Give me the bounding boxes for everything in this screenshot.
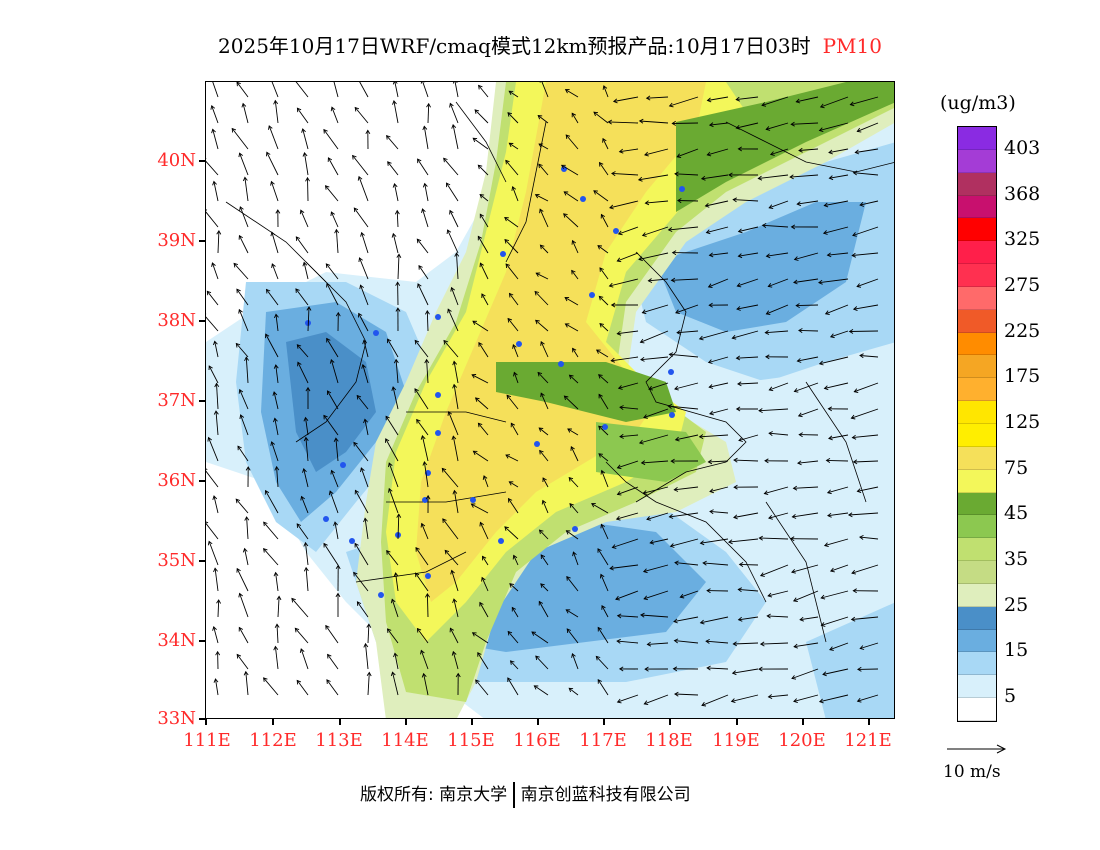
colorbar-label: 35: [1004, 548, 1029, 571]
colorbar-swatch: [958, 583, 996, 607]
colorbar-swatch: [958, 218, 996, 242]
tick-y-40: [199, 160, 205, 162]
colorbar-swatch: [958, 172, 996, 196]
wind-reference-arrow-icon: [947, 744, 1007, 754]
chart-title: 2025年10月17日WRF/cmaq模式12km预报产品:10月17日03时 P…: [0, 30, 1100, 59]
x-label-118e: 118E: [645, 730, 693, 751]
colorbar-label: 25: [1004, 593, 1029, 616]
y-label-37n: 37N: [157, 390, 196, 411]
title-pollutant: PM10: [822, 34, 882, 58]
colorbar-swatch: [958, 264, 996, 287]
tick-y-37: [199, 400, 205, 402]
colorbar-swatch: [958, 309, 996, 333]
colorbar-swatch: [958, 446, 996, 470]
colorbar-swatch: [958, 606, 996, 630]
tick-x-115: [471, 719, 473, 725]
x-label-114e: 114E: [381, 730, 429, 751]
colorbar-swatch: [958, 423, 996, 447]
colorbar-swatch: [958, 561, 996, 584]
x-label-116e: 116E: [513, 730, 561, 751]
x-label-113e: 113E: [315, 730, 363, 751]
colorbar-label: 75: [1004, 456, 1029, 479]
x-label-117e: 117E: [579, 730, 627, 751]
y-label-38n: 38N: [157, 310, 196, 331]
y-label-39n: 39N: [157, 230, 196, 251]
tick-y-36: [199, 480, 205, 482]
tick-x-113: [339, 719, 341, 725]
colorbar-swatch: [958, 652, 996, 676]
x-label-119e: 119E: [712, 730, 760, 751]
y-label-34n: 34N: [157, 630, 196, 651]
tick-x-114: [405, 719, 407, 725]
y-label-35n: 35N: [157, 550, 196, 571]
tick-x-112: [272, 719, 274, 725]
colorbar-swatch: [958, 469, 996, 493]
colorbar-swatch: [958, 401, 996, 424]
colorbar-label: 275: [1004, 273, 1041, 296]
colorbar-label: 175: [1004, 365, 1041, 388]
tick-x-111: [205, 719, 207, 725]
tick-x-117: [603, 719, 605, 725]
x-label-120e: 120E: [778, 730, 826, 751]
x-label-111e: 111E: [183, 730, 231, 751]
tick-x-121: [868, 719, 870, 725]
x-label-115e: 115E: [447, 730, 495, 751]
tick-y-39: [199, 240, 205, 242]
colorbar-swatch: [958, 241, 996, 265]
colorbar-swatch: [958, 698, 996, 721]
tick-x-119: [736, 719, 738, 725]
y-label-40n: 40N: [157, 150, 196, 171]
colorbar-swatch: [958, 149, 996, 173]
y-label-33n: 33N: [157, 708, 196, 729]
colorbar-swatch: [958, 286, 996, 310]
wind-vector-field: [206, 82, 879, 707]
colorbar-swatch: [958, 675, 996, 699]
wind-reference-label: 10 m/s: [943, 762, 1001, 782]
colorbar-label: 15: [1004, 639, 1029, 662]
colorbar-swatch: [958, 355, 996, 379]
colorbar-swatch: [958, 195, 996, 219]
colorbar-swatch: [958, 515, 996, 539]
colorbar-legend: [957, 126, 997, 722]
tick-x-118: [669, 719, 671, 725]
colorbar-label: 225: [1004, 319, 1041, 342]
colorbar-label: 45: [1004, 502, 1029, 525]
tick-x-116: [537, 719, 539, 725]
colorbar-label: 325: [1004, 228, 1041, 251]
tick-y-34: [199, 640, 205, 642]
copyright-right: 南京创蓝科技有限公司: [520, 785, 691, 805]
colorbar-unit: (ug/m3): [940, 92, 1016, 114]
map-panel[interactable]: [205, 81, 895, 719]
colorbar-swatch: [958, 538, 996, 562]
tick-x-120: [802, 719, 804, 725]
colorbar-swatch: [958, 492, 996, 516]
tick-y-35: [199, 560, 205, 562]
colorbar-swatch: [958, 378, 996, 402]
tick-y-38: [199, 320, 205, 322]
colorbar-label: 5: [1004, 685, 1017, 708]
y-label-36n: 36N: [157, 470, 196, 491]
copyright-footer: 版权所有: 南京大学 南京创蓝科技有限公司: [360, 780, 691, 808]
colorbar-swatch: [958, 332, 996, 356]
colorbar-label: 368: [1004, 182, 1041, 205]
colorbar-swatch: [958, 127, 996, 150]
colorbar-swatch: [958, 629, 996, 653]
x-label-112e: 112E: [249, 730, 297, 751]
footer-separator: [513, 782, 515, 808]
pm10-concentration-map: [206, 82, 894, 718]
tick-y-33: [199, 718, 205, 720]
colorbar-label: 403: [1004, 136, 1041, 159]
x-label-121e: 121E: [844, 730, 892, 751]
title-main: 2025年10月17日WRF/cmaq模式12km预报产品:10月17日03时: [218, 34, 811, 58]
colorbar-label: 125: [1004, 411, 1041, 433]
copyright-left: 版权所有: 南京大学: [360, 785, 508, 805]
